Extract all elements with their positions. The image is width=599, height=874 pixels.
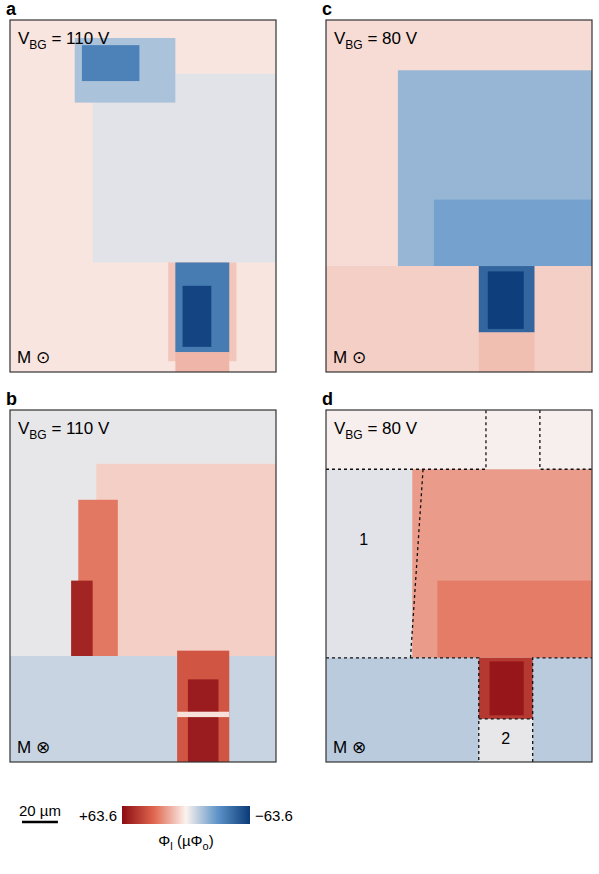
subscript: BG [345,428,362,442]
heatmap-cell [434,200,592,266]
heatmap-cell [326,410,592,469]
region-label: 2 [501,730,510,747]
gate-voltage: VBG = 110 V [18,29,110,52]
panel-letter: b [6,389,17,409]
figure: VBG = 110 VM ⊙aVBG = 110 VM ⊗bVBG = 80 V… [0,0,599,874]
heatmap-cell [412,469,592,658]
heatmap-cell [326,410,592,762]
panel-letter: d [322,389,333,409]
heatmap-cell [479,658,533,719]
text-part: ) [209,832,214,849]
gate-voltage: VBG = 80 V [334,29,418,52]
heatmap-cell [71,581,93,656]
text-part: V [18,419,30,438]
colorbar-label: Φl (µΦo) [158,832,213,852]
colorbar-tick-label: +63.6 [79,807,117,824]
text-part: = 110 V [47,419,110,438]
heatmap-cell [183,286,212,347]
text-part: V [334,419,346,438]
panel-frame [326,410,592,762]
subscript: BG [345,38,362,52]
panel: VBG = 110 V M ⊙ [10,20,276,372]
subscript: BG [29,428,46,442]
heatmap-cell [326,658,592,762]
text-part: = 110 V [47,29,110,48]
heatmap-cell [479,719,533,762]
panel-frame [326,20,592,372]
colorbar [122,806,250,824]
panel-frame [10,20,276,372]
outline [326,410,486,469]
magnetization: M ⊙ [17,348,50,367]
heatmap-cell [10,656,276,762]
scale-bar [22,821,58,824]
heatmap-cell [177,712,229,717]
text-part: = 80 V [363,29,418,48]
panel-frame [10,410,276,762]
heatmap-cell [10,20,276,372]
heatmap-cell [326,266,592,372]
heatmap-cell [188,679,219,762]
outline [533,658,592,762]
outline [410,469,423,658]
heatmap-cell [479,266,535,332]
panel: VBG = 80 V M ⊗ 1 2 [326,410,592,762]
region-label: 1 [359,531,368,548]
panel-letter: a [6,0,17,19]
subscript: BG [29,38,46,52]
heatmap-cell [96,464,276,656]
heatmap-cell [10,410,276,762]
gate-voltage: VBG = 80 V [334,419,418,442]
heatmap-cell [168,262,236,361]
heatmap-cell [175,352,229,372]
gate-voltage: VBG = 110 V [18,419,110,442]
heatmap-cell [82,45,140,81]
panel-letter: c [322,0,332,19]
panel: VBG = 110 V M ⊗ [10,410,276,762]
magnetization: M ⊗ [333,738,366,757]
heatmap [10,20,276,372]
heatmap-cell [488,271,524,328]
magnetization: M ⊙ [333,348,366,367]
scale-bar-label: 20 µm [19,802,61,819]
outline [479,718,533,719]
heatmap-cell [175,262,229,352]
heatmap-cell [437,581,592,658]
panel: VBG = 80 V M ⊙ [326,20,592,372]
heatmap-cell [398,70,592,266]
heatmap-cell [479,332,535,372]
heatmap-cell [326,20,592,372]
text-part: = 80 V [363,419,418,438]
outline [540,410,592,469]
text-part: (µΦ [173,832,203,849]
text-part: V [18,29,30,48]
outline [326,658,479,762]
heatmap [326,20,592,372]
colorbar-tick-label: −63.6 [255,807,293,824]
text-part: V [334,29,346,48]
heatmap [326,410,592,762]
heatmap-cell [177,651,229,762]
heatmap-cell [490,661,524,715]
magnetization: M ⊗ [17,738,50,757]
heatmap [10,410,276,762]
text-part: Φ [158,832,170,849]
